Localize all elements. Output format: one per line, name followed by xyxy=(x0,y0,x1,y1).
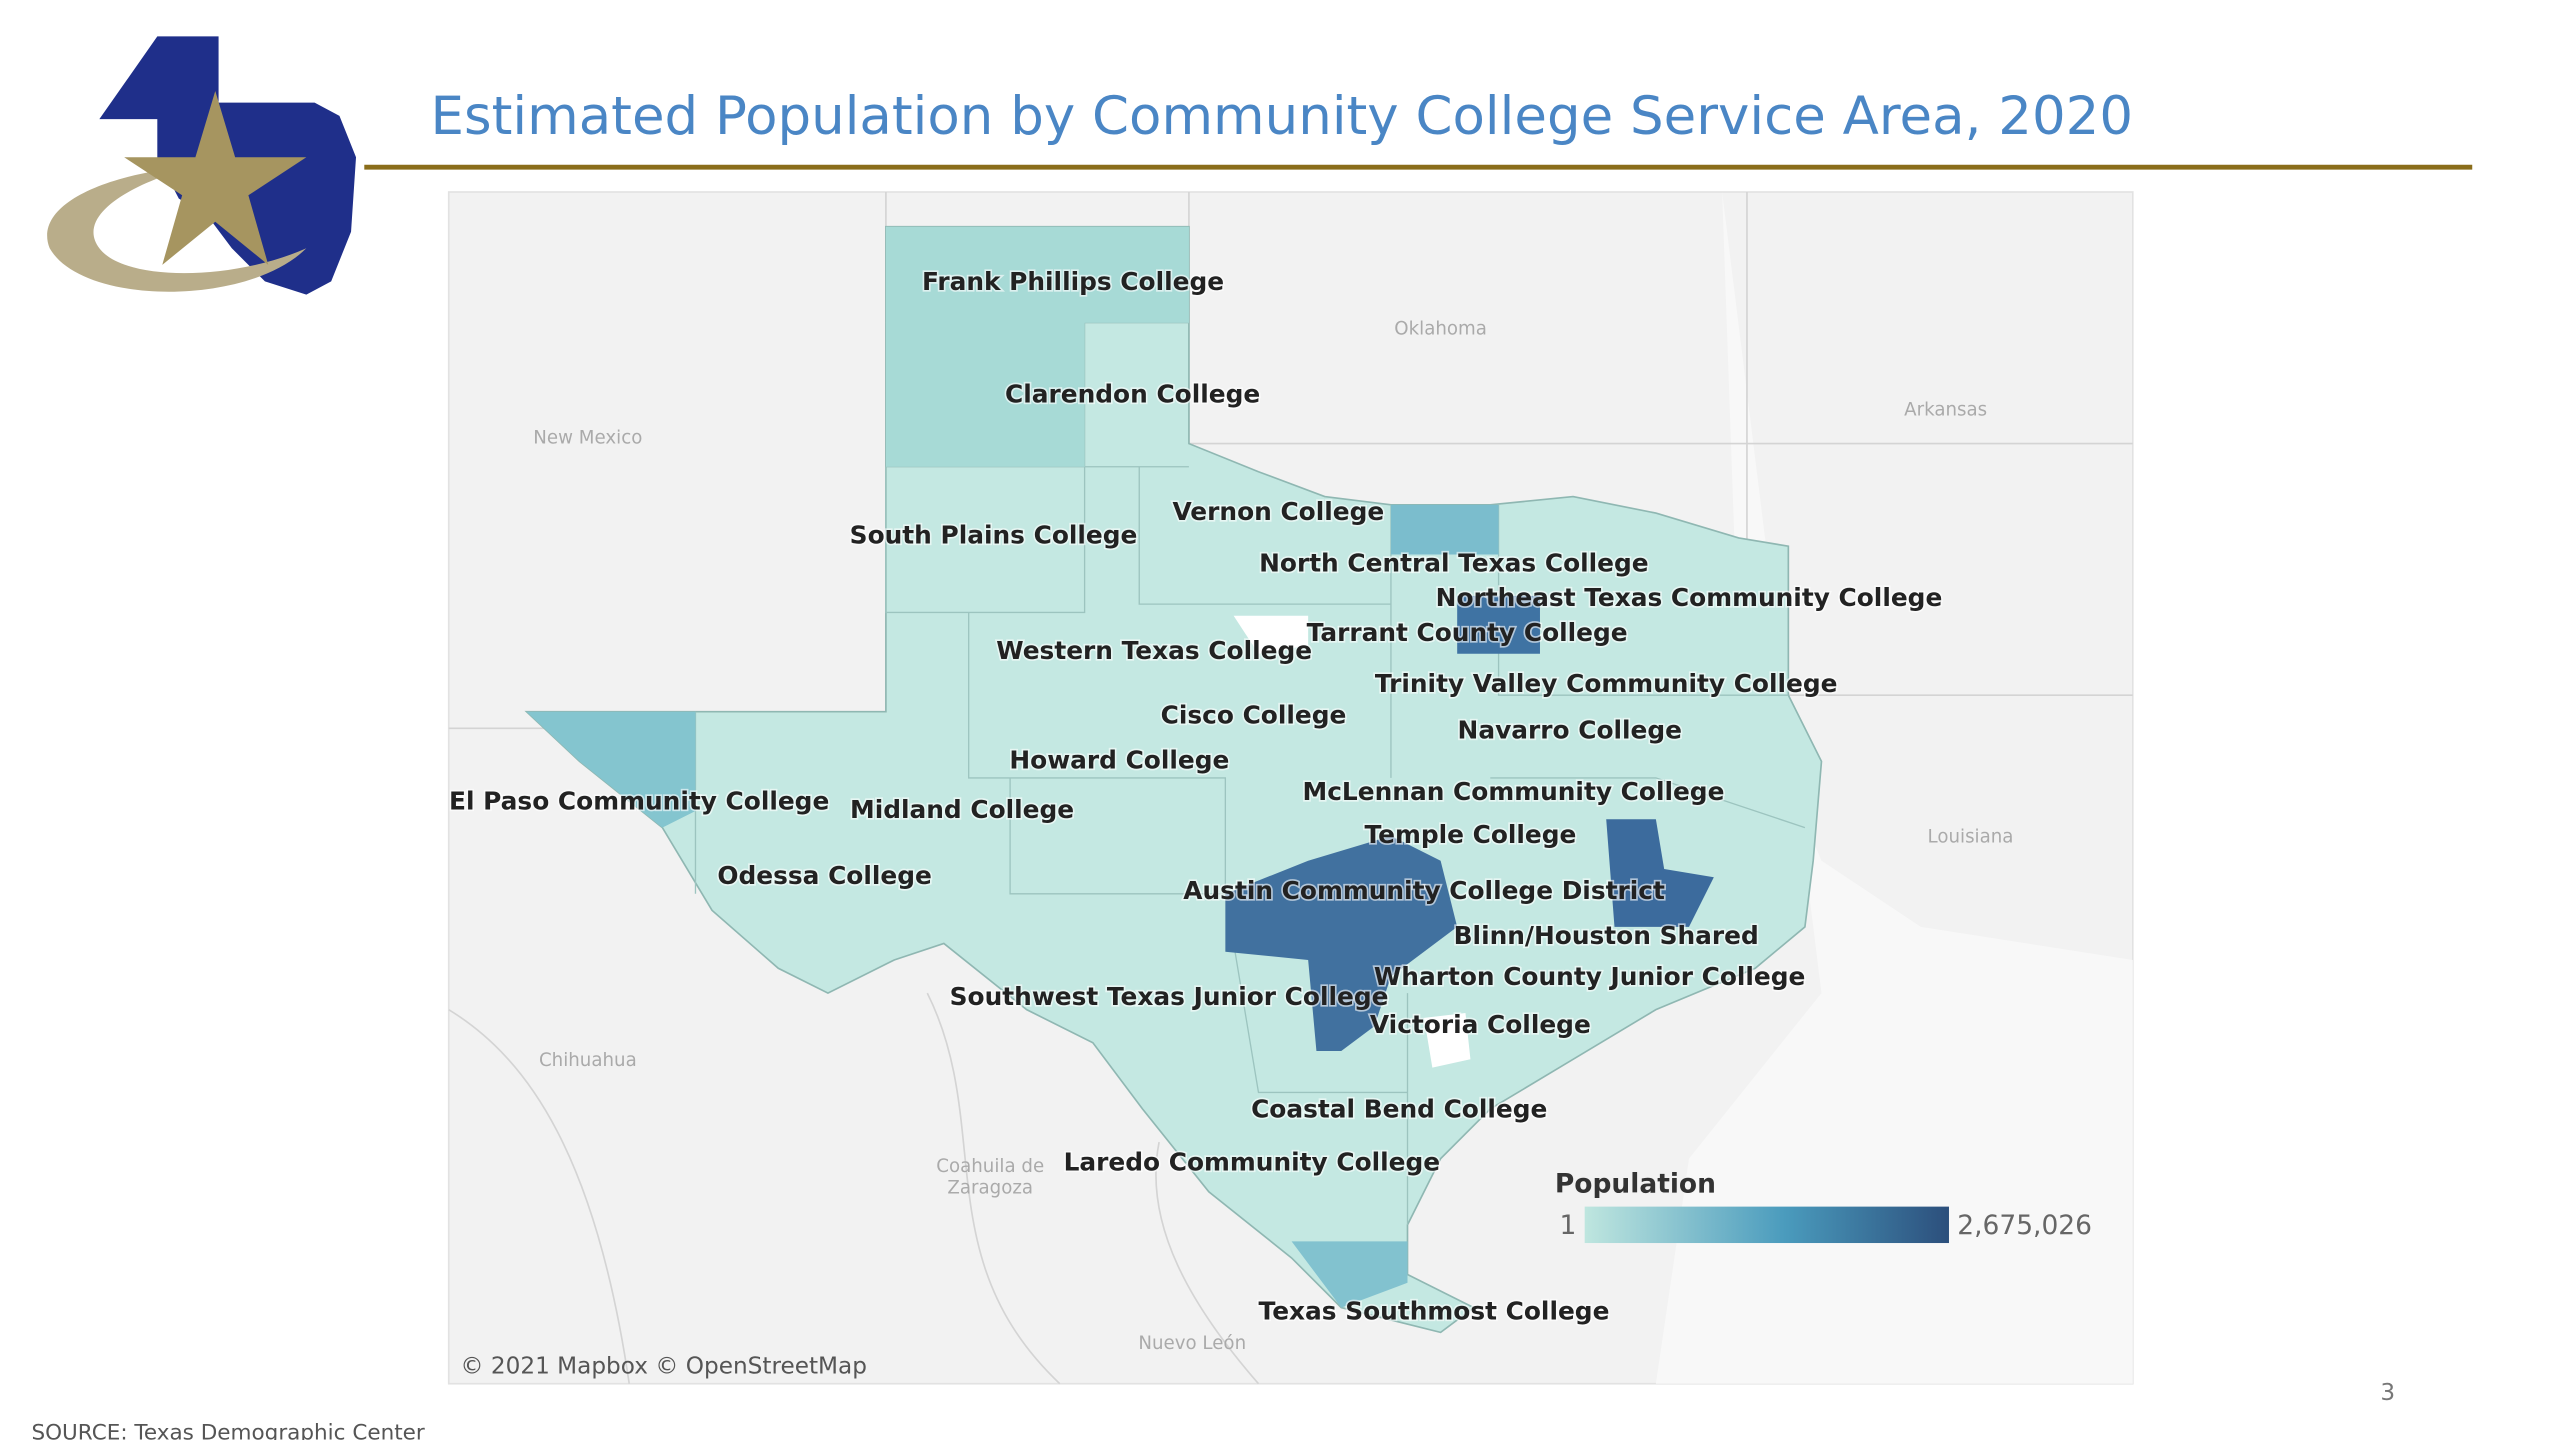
region-label: Oklahoma xyxy=(1394,318,1487,339)
panhandle-area xyxy=(885,226,1189,467)
region-label: Nuevo León xyxy=(1138,1333,1246,1354)
region-label: New Mexico xyxy=(533,428,642,449)
college-label: Northeast Texas Community College xyxy=(1436,583,1943,612)
college-label: Navarro College xyxy=(1458,716,1682,745)
map: New Mexico Oklahoma Arkansas Louisiana Chihu… xyxy=(447,191,2134,1385)
college-label: Temple College xyxy=(1364,820,1576,849)
college-label: Howard College xyxy=(1009,745,1229,774)
source: SOURCE: Texas Demographic Center xyxy=(31,1420,424,1440)
college-label: Western Texas College xyxy=(996,636,1312,665)
college-label: Blinn/Houston Shared xyxy=(1454,921,1759,950)
texas xyxy=(524,225,1823,1334)
college-label: McLennan Community College xyxy=(1303,777,1725,806)
water xyxy=(1655,192,2133,1384)
college-label: Southwest Texas Junior College xyxy=(950,982,1389,1011)
legend-title: Population xyxy=(1555,1169,1716,1200)
legend-scale xyxy=(1584,1206,1949,1244)
college-label: North Central Texas College xyxy=(1259,548,1649,577)
region-label: Zaragoza xyxy=(947,1177,1033,1198)
austin-san-antonio-area xyxy=(1225,835,1458,1052)
tarrant-area xyxy=(1457,595,1540,654)
region-label: Arkansas xyxy=(1904,399,1987,420)
college-label: Midland College xyxy=(850,795,1074,824)
college-label: South Plains College xyxy=(850,520,1138,549)
college-label: Austin Community College District xyxy=(1183,876,1665,905)
college-labels: Frank Phillips College Clarendon College V… xyxy=(447,265,1944,1327)
collin-area xyxy=(1390,504,1499,555)
houston-area xyxy=(1606,819,1714,927)
college-label: Tarrant County College xyxy=(1307,618,1628,647)
college-label: Clarendon College xyxy=(1005,380,1260,409)
attribution: © 2021 Mapbox © OpenStreetMap xyxy=(460,1353,867,1380)
college-label: Vernon College xyxy=(1172,497,1384,526)
region-label: Chihuahua xyxy=(539,1050,637,1071)
logo xyxy=(47,36,357,295)
college-label: Coastal Bend College xyxy=(1251,1095,1547,1124)
legend-max: 2,675,026 xyxy=(1957,1210,2092,1241)
title: Estimated Population by Community Colleg… xyxy=(431,86,2134,147)
college-label: Victoria College xyxy=(1370,1010,1591,1039)
unserved-area xyxy=(1233,615,1309,654)
legend-min: 1 xyxy=(1560,1210,1577,1241)
college-label: Frank Phillips College xyxy=(922,267,1224,296)
region-label: Louisiana xyxy=(1928,827,2014,848)
legend: Population 1 2,675,026 xyxy=(1555,1169,2092,1244)
college-label: Wharton County Junior College xyxy=(1374,962,1806,991)
college-label: Texas Southmost College xyxy=(1259,1297,1610,1326)
region-label: Coahuila de xyxy=(936,1156,1044,1177)
region-labels: New Mexico Oklahoma Arkansas Louisiana Chihu… xyxy=(533,318,2013,1354)
unserved-area xyxy=(1424,1012,1471,1068)
college-label: Odessa College xyxy=(717,861,931,890)
el-paso-area xyxy=(526,711,696,828)
college-label: Cisco College xyxy=(1161,701,1347,730)
college-label: El Paso Community College xyxy=(449,787,829,816)
page-number: 3 xyxy=(2380,1379,2395,1406)
southmost-area xyxy=(1291,1241,1408,1308)
college-label: Laredo Community College xyxy=(1064,1148,1441,1177)
college-label: Trinity Valley Community College xyxy=(1375,669,1838,698)
